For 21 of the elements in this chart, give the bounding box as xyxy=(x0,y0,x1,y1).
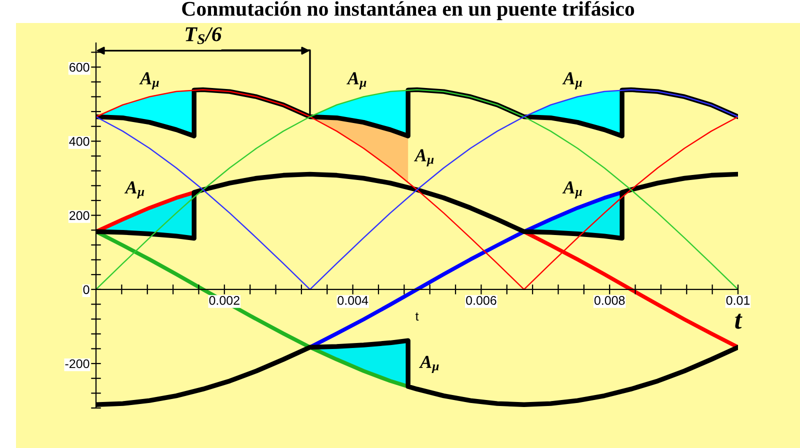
annotation: A$_{μ}$ xyxy=(562,181,582,199)
chart-title: Conmutación no instantánea en un puente trifásico xyxy=(182,1,634,20)
annotation: A$_{μ}$ xyxy=(346,72,366,90)
y-tick-label: -200 xyxy=(65,359,90,368)
x-tick-label: 0.006 xyxy=(466,296,496,305)
y-tick-label: 400 xyxy=(69,137,90,146)
x-tick-label: 0.008 xyxy=(594,296,625,305)
annotation: t xyxy=(735,314,742,329)
x-tick-label: 0.002 xyxy=(209,296,240,305)
x-tick-label: 0.004 xyxy=(338,296,368,305)
annotation: A$_{μ}$ xyxy=(562,72,582,90)
x-axis-title: t xyxy=(415,312,419,321)
annotation: A$_{μ}$ xyxy=(124,181,144,199)
annotation: T$_{S}$/6 xyxy=(186,27,222,44)
y-tick-label: 0 xyxy=(83,285,90,294)
annotation: A$_{μ}$ xyxy=(139,72,159,90)
x-tick-label: 0.01 xyxy=(726,296,750,305)
annotation: A$_{μ}$ xyxy=(419,356,439,373)
y-tick-label: 200 xyxy=(70,211,90,220)
annotation: A$_{μ}$ xyxy=(414,149,434,166)
y-tick-label: 600 xyxy=(70,62,90,72)
